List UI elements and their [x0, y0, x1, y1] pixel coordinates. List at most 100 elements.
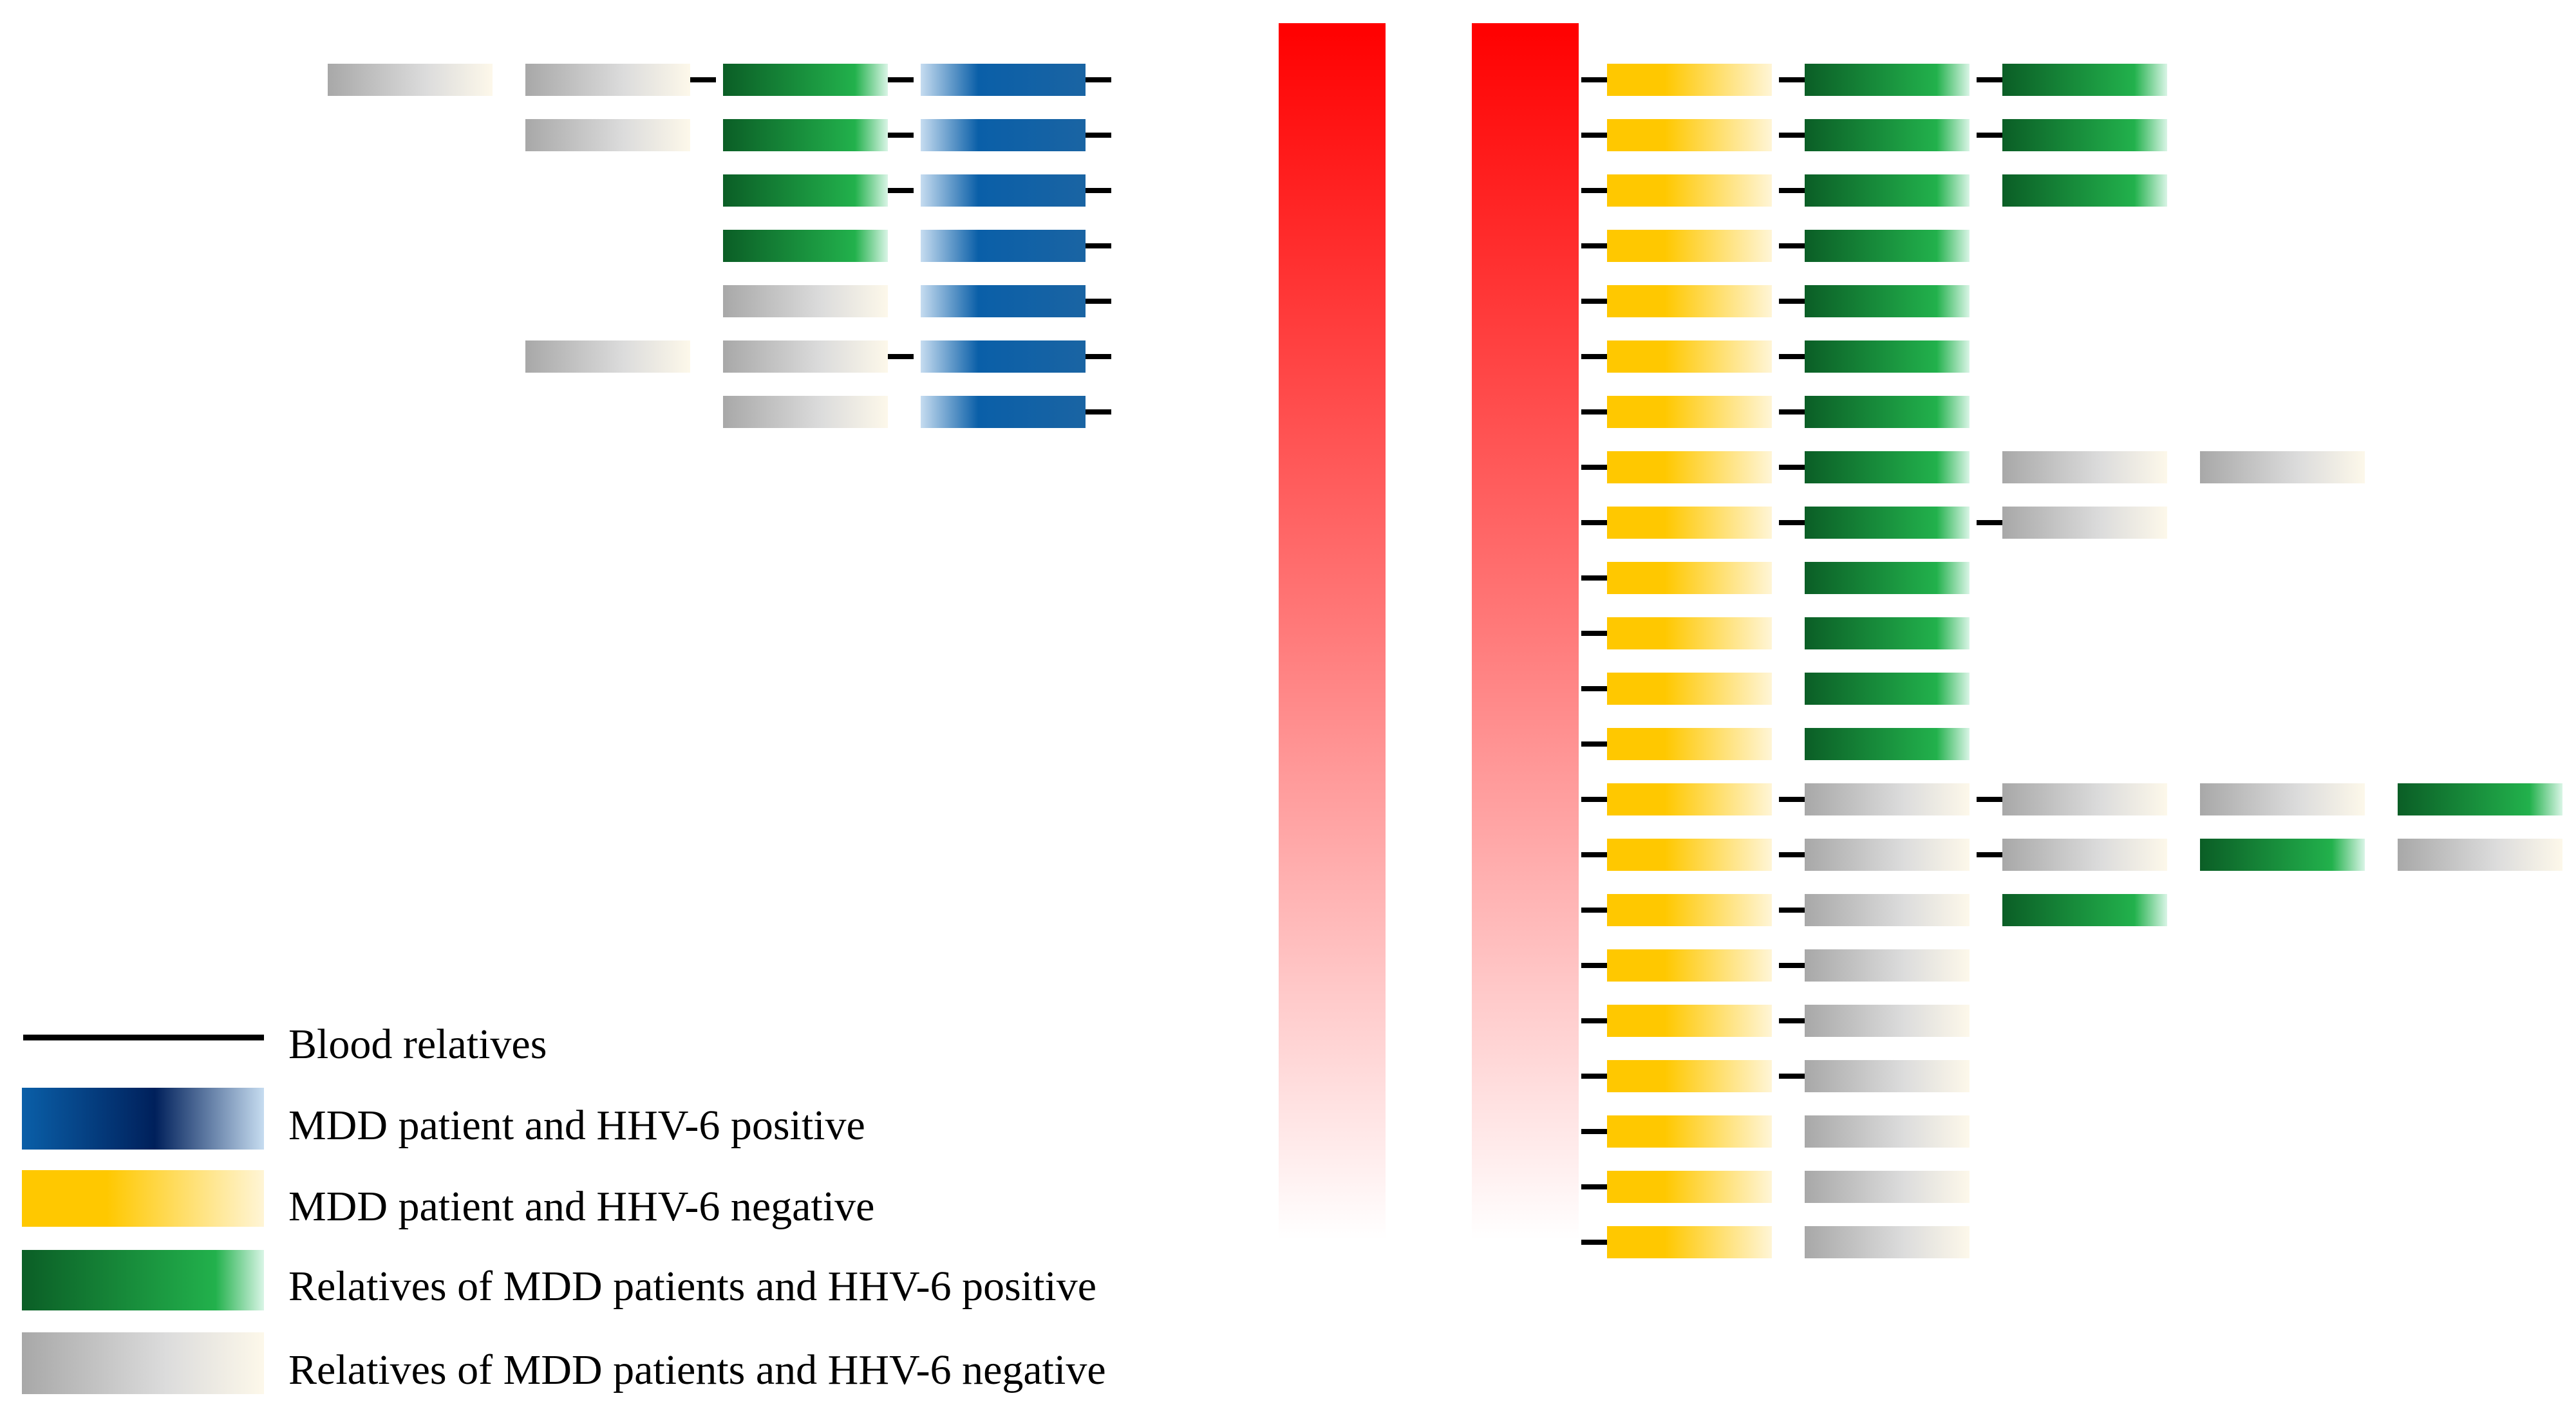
- relative-hhv6-negative-box: [525, 64, 690, 96]
- legend-item-relatives-positive: Relatives of MDD patients and HHV-6 posi…: [22, 1250, 1096, 1310]
- relative-hhv6-positive-box: [1805, 396, 1970, 428]
- relative-hhv6-positive-box: [1805, 340, 1970, 373]
- relative-hhv6-negative-box: [723, 340, 888, 373]
- right-family-row: [1581, 507, 2167, 539]
- relative-hhv6-positive-box: [1805, 728, 1970, 760]
- left-family-row: [723, 174, 1111, 207]
- relative-hhv6-positive-box: [2002, 119, 2167, 151]
- right-family-row: [1581, 673, 1970, 705]
- legend-swatch-mdd-negative: [22, 1170, 264, 1227]
- right-cohort-bar: [1472, 23, 1579, 1240]
- mdd-patient-hhv6-negative-box: [1607, 728, 1772, 760]
- legend-swatch-mdd-positive: [22, 1088, 264, 1150]
- mdd-patient-hhv6-negative-box: [1607, 340, 1772, 373]
- relative-hhv6-positive-box: [1805, 230, 1970, 262]
- relative-hhv6-positive-box: [1805, 174, 1970, 207]
- mdd-patient-hhv6-negative-box: [1607, 562, 1772, 594]
- right-family-row: [1581, 894, 2167, 926]
- right-family-row: [1581, 340, 1970, 373]
- right-family-row: [1581, 783, 2562, 815]
- legend: Blood relatives MDD patient and HHV-6 po…: [22, 1021, 1106, 1394]
- mdd-patient-hhv6-negative-box: [1607, 174, 1772, 207]
- relative-hhv6-positive-box: [1805, 451, 1970, 483]
- right-family-row: [1581, 1171, 1970, 1203]
- left-family-row: [723, 230, 1111, 262]
- right-family-row: [1581, 174, 2167, 207]
- left-family-row: [723, 396, 1111, 428]
- mdd-patient-hhv6-negative-box: [1607, 396, 1772, 428]
- relative-hhv6-negative-box: [1805, 783, 1970, 815]
- relative-hhv6-negative-box: [1805, 839, 1970, 871]
- relative-hhv6-positive-box: [2002, 894, 2167, 926]
- relative-hhv6-positive-box: [2398, 783, 2562, 815]
- relative-hhv6-negative-box: [723, 396, 888, 428]
- relative-hhv6-negative-box: [2002, 783, 2167, 815]
- mdd-patient-hhv6-negative-box: [1607, 839, 1772, 871]
- mdd-patient-hhv6-positive-box: [921, 230, 1086, 262]
- mdd-patient-hhv6-negative-box: [1607, 230, 1772, 262]
- mdd-patient-hhv6-negative-box: [1607, 64, 1772, 96]
- relative-hhv6-negative-box: [525, 119, 690, 151]
- right-family-row: [1581, 562, 1970, 594]
- left-family-row: [723, 285, 1111, 317]
- legend-label-mdd-negative: MDD patient and HHV-6 negative: [288, 1183, 874, 1230]
- right-family-row: [1581, 1226, 1970, 1258]
- legend-item-blood-relatives: Blood relatives: [23, 1021, 547, 1068]
- relative-hhv6-positive-box: [2002, 64, 2167, 96]
- mdd-patient-hhv6-negative-box: [1607, 783, 1772, 815]
- left-cohort-bar: [1279, 23, 1386, 1240]
- right-family-row: [1581, 396, 1970, 428]
- relative-hhv6-positive-box: [723, 119, 888, 151]
- left-family-row: [525, 119, 1111, 151]
- relative-hhv6-negative-box: [2200, 451, 2365, 483]
- mdd-patient-hhv6-positive-box: [921, 285, 1086, 317]
- right-family-row: [1581, 230, 1970, 262]
- mdd-patient-hhv6-positive-box: [921, 396, 1086, 428]
- relative-hhv6-negative-box: [2200, 783, 2365, 815]
- relative-hhv6-negative-box: [1805, 949, 1970, 982]
- relative-hhv6-negative-box: [1805, 1226, 1970, 1258]
- relative-hhv6-positive-box: [2002, 174, 2167, 207]
- mdd-patient-hhv6-negative-box: [1607, 949, 1772, 982]
- relative-hhv6-positive-box: [1805, 617, 1970, 649]
- relative-hhv6-negative-box: [2002, 507, 2167, 539]
- relative-hhv6-positive-box: [1805, 562, 1970, 594]
- right-family-rows: [1581, 64, 2562, 1258]
- relative-hhv6-positive-box: [723, 230, 888, 262]
- mdd-patient-hhv6-positive-box: [921, 119, 1086, 151]
- legend-label-relatives-positive: Relatives of MDD patients and HHV-6 posi…: [288, 1263, 1096, 1310]
- relative-hhv6-negative-box: [1805, 1171, 1970, 1203]
- mdd-patient-hhv6-negative-box: [1607, 1005, 1772, 1037]
- relative-hhv6-negative-box: [2002, 839, 2167, 871]
- left-family-rows: [328, 64, 1111, 428]
- relative-hhv6-positive-box: [1805, 64, 1970, 96]
- legend-swatch-relatives-negative: [22, 1332, 264, 1394]
- legend-label-relatives-negative: Relatives of MDD patients and HHV-6 nega…: [288, 1346, 1106, 1393]
- legend-item-mdd-negative: MDD patient and HHV-6 negative: [22, 1170, 874, 1230]
- relative-hhv6-negative-box: [2002, 451, 2167, 483]
- relative-hhv6-negative-box: [525, 340, 690, 373]
- relative-hhv6-negative-box: [1805, 1005, 1970, 1037]
- relative-hhv6-negative-box: [2398, 839, 2562, 871]
- legend-label-blood-relatives: Blood relatives: [288, 1021, 547, 1068]
- mdd-patient-hhv6-negative-box: [1607, 1226, 1772, 1258]
- legend-label-mdd-positive: MDD patient and HHV-6 positive: [288, 1102, 865, 1149]
- right-family-row: [1581, 728, 1970, 760]
- right-family-row: [1581, 1005, 1970, 1037]
- right-family-row: [1581, 1060, 1970, 1092]
- mdd-patient-hhv6-negative-box: [1607, 894, 1772, 926]
- mdd-patient-hhv6-positive-box: [921, 174, 1086, 207]
- relative-hhv6-negative-box: [1805, 1115, 1970, 1148]
- relative-hhv6-positive-box: [1805, 507, 1970, 539]
- relative-hhv6-positive-box: [1805, 119, 1970, 151]
- mdd-patient-hhv6-negative-box: [1607, 1115, 1772, 1148]
- mdd-patient-hhv6-negative-box: [1607, 285, 1772, 317]
- mdd-patient-hhv6-negative-box: [1607, 1171, 1772, 1203]
- relative-hhv6-positive-box: [1805, 673, 1970, 705]
- legend-item-relatives-negative: Relatives of MDD patients and HHV-6 nega…: [22, 1332, 1106, 1394]
- mdd-patient-hhv6-positive-box: [921, 64, 1086, 96]
- right-family-row: [1581, 1115, 1970, 1148]
- relative-hhv6-positive-box: [723, 174, 888, 207]
- legend-item-mdd-positive: MDD patient and HHV-6 positive: [22, 1088, 865, 1150]
